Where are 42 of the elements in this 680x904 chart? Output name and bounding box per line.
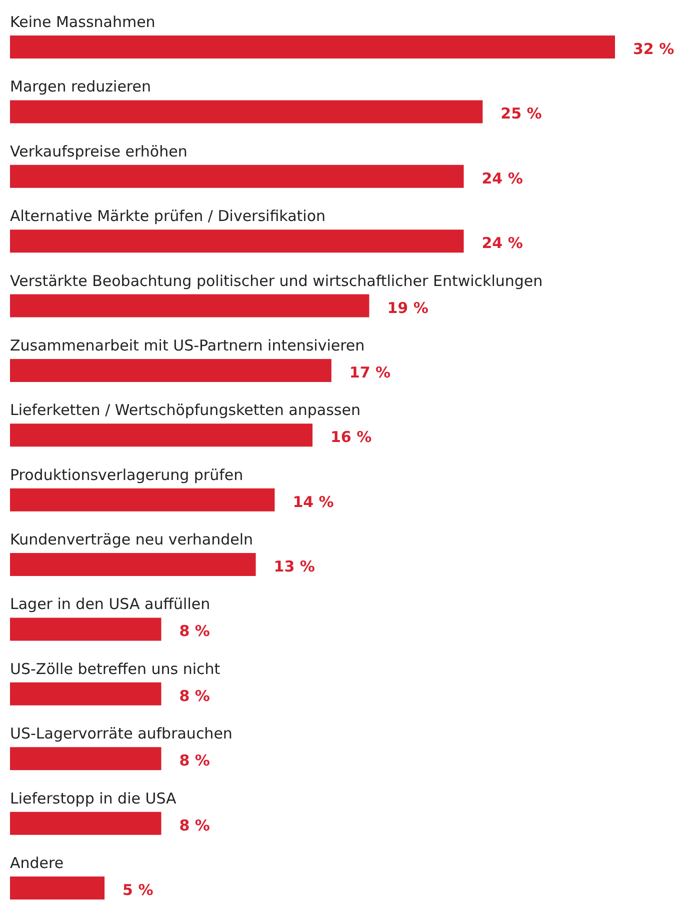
y-tick-label: Keine Massnahmen bbox=[10, 13, 156, 32]
y-tick-label: Kundenverträge neu verhandeln bbox=[10, 530, 254, 549]
y-tick-label: Lieferketten / Wertschöpfungsketten anpassen bbox=[10, 401, 360, 420]
bar bbox=[10, 876, 105, 900]
data-label: 17 % bbox=[349, 363, 391, 382]
data-label: 8 % bbox=[179, 816, 210, 834]
bar bbox=[10, 230, 464, 253]
y-tick-label: US-Zölle betreffen uns nicht bbox=[10, 660, 220, 678]
y-tick-label: US-Lagervorräte aufbrauchen bbox=[10, 724, 232, 743]
y-tick-label: Lager in den USA auffüllen bbox=[10, 595, 210, 614]
data-label: 16 % bbox=[330, 428, 372, 446]
y-tick-label: Produktionsverlagerung prüfen bbox=[10, 466, 244, 484]
bar bbox=[10, 488, 275, 512]
data-label: 24 % bbox=[482, 234, 523, 252]
data-label: 32 % bbox=[633, 40, 674, 58]
y-tick-label: Zusammenarbeit mit US-Partnern intensivieren bbox=[10, 336, 365, 354]
data-label: 19 % bbox=[387, 298, 428, 317]
data-label: 14 % bbox=[292, 492, 334, 511]
data-label: 5 % bbox=[122, 881, 154, 900]
bar bbox=[10, 553, 256, 576]
bar bbox=[10, 682, 162, 706]
bar bbox=[10, 36, 615, 59]
data-label: 8 % bbox=[179, 752, 210, 770]
data-label: 25 % bbox=[500, 104, 542, 123]
bar bbox=[10, 100, 483, 124]
y-tick-label: Lieferstopp in die USA bbox=[10, 789, 178, 808]
data-label: 24 % bbox=[482, 169, 523, 188]
data-label: 8 % bbox=[179, 622, 210, 640]
y-tick-label: Alternative Märkte prüfen / Diversifikation bbox=[10, 207, 326, 226]
bar bbox=[10, 747, 162, 770]
bar bbox=[10, 164, 464, 188]
bar bbox=[10, 358, 332, 382]
y-tick-label: Margen reduzieren bbox=[10, 78, 151, 96]
bar bbox=[10, 294, 370, 318]
y-tick-label: Verstärkte Beobachtung politischer und wirtschaftlicher Entwicklungen bbox=[10, 272, 543, 290]
bar bbox=[10, 812, 162, 835]
y-tick-label: Verkaufspreise erhöhen bbox=[10, 142, 188, 160]
y-tick-label: Andere bbox=[10, 854, 64, 872]
bar bbox=[10, 424, 312, 447]
data-label: 8 % bbox=[179, 686, 210, 705]
data-label: 13 % bbox=[274, 558, 315, 576]
bar bbox=[10, 618, 162, 641]
